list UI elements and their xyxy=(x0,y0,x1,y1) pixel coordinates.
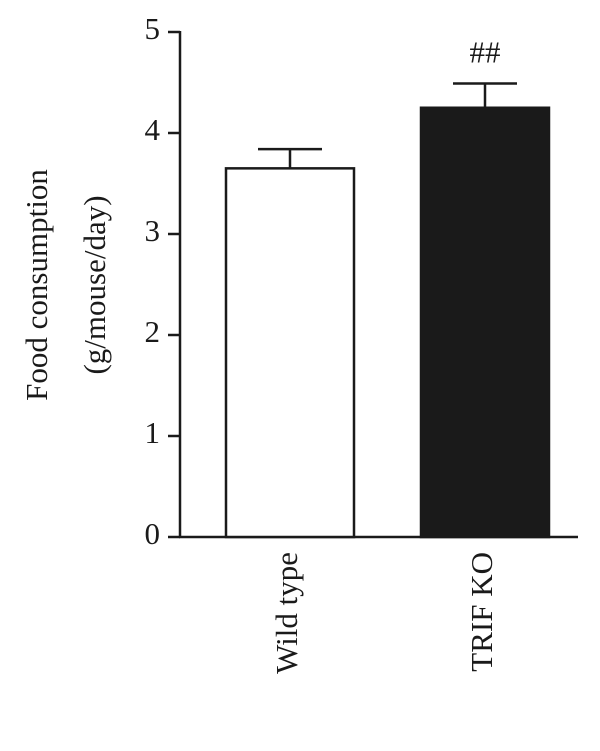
y-axis-label: (g/mouse/day) xyxy=(77,195,112,374)
y-tick-label: 3 xyxy=(145,213,161,248)
x-tick-label: TRIF KO xyxy=(464,552,499,672)
x-tick-label: Wild type xyxy=(269,552,304,674)
bar xyxy=(419,106,551,539)
bar xyxy=(224,167,356,539)
y-tick-label: 5 xyxy=(145,11,161,46)
y-tick-label: 0 xyxy=(145,516,161,551)
y-tick-label: 4 xyxy=(145,112,161,147)
y-tick-label: 2 xyxy=(145,314,161,349)
y-axis-label: Food consumption xyxy=(19,169,54,401)
y-tick-label: 1 xyxy=(145,415,161,450)
annotation: ## xyxy=(470,35,501,70)
